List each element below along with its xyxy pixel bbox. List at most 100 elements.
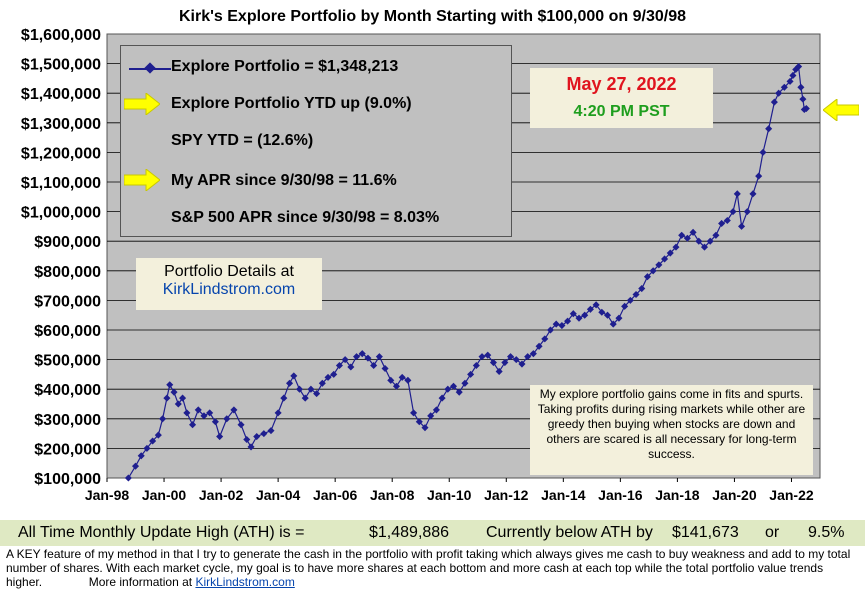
data-point <box>216 433 224 441</box>
data-point <box>546 326 555 334</box>
data-point <box>655 261 663 269</box>
data-point <box>444 385 452 393</box>
data-point <box>166 381 174 389</box>
data-point <box>375 353 383 361</box>
data-point <box>672 243 680 251</box>
y-tick-label: $600,000 <box>34 323 101 340</box>
data-point <box>512 356 520 364</box>
x-tick-label: Jan-16 <box>598 487 643 503</box>
data-point <box>603 311 612 319</box>
data-point <box>189 421 197 429</box>
data-point <box>247 443 255 451</box>
data-point <box>586 305 594 313</box>
data-point <box>313 390 321 398</box>
data-point <box>743 208 751 216</box>
data-point <box>575 314 583 322</box>
data-point <box>230 406 238 414</box>
data-point <box>243 435 251 444</box>
data-point <box>501 359 509 367</box>
y-tick-label: $300,000 <box>34 412 101 429</box>
details-label: Portfolio Details at <box>164 263 294 280</box>
legend-box: Explore Portfolio = $1,348,213 Explore P… <box>120 45 512 237</box>
yellow-right-arrow-icon <box>124 169 160 191</box>
footer-link[interactable]: KirkLindstrom.com <box>195 575 295 589</box>
note-box: My explore portfolio gains come in fits … <box>530 385 813 475</box>
data-point <box>775 89 783 97</box>
x-tick-label: Jan-14 <box>541 487 586 503</box>
data-point <box>404 376 412 384</box>
data-point <box>381 364 389 373</box>
data-point <box>472 361 480 370</box>
footer-more-label: More information at <box>88 575 193 589</box>
y-tick-label: $200,000 <box>34 441 101 458</box>
data-point <box>718 219 726 227</box>
data-point <box>223 415 231 423</box>
data-point <box>799 95 807 103</box>
data-point <box>260 430 268 438</box>
x-tick-label: Jan-12 <box>484 487 529 503</box>
data-point <box>558 322 566 330</box>
details-box: Portfolio Details at KirkLindstrom.com <box>136 258 322 310</box>
update-time: 4:20 PM PST <box>573 103 670 120</box>
data-point <box>237 421 245 429</box>
data-point <box>524 353 532 361</box>
data-point <box>592 301 600 309</box>
data-point <box>318 379 326 387</box>
below-ath-label: Currently below ATH by <box>486 524 653 541</box>
data-point <box>495 367 503 375</box>
yellow-right-arrow-icon <box>124 93 160 115</box>
data-point <box>143 444 151 452</box>
data-point <box>392 382 401 390</box>
data-point <box>541 335 549 343</box>
legend-sp500-label: S&P 500 APR since 9/30/98 = 8.03% <box>171 209 440 226</box>
data-point <box>507 353 515 361</box>
data-point <box>183 409 191 417</box>
or-label: or <box>765 524 780 541</box>
data-point <box>683 234 691 242</box>
data-point <box>712 231 720 239</box>
ath-bar: All Time Monthly Update High (ATH) is = … <box>0 520 865 546</box>
data-point <box>347 363 355 371</box>
data-point <box>427 412 435 420</box>
data-point <box>170 388 178 396</box>
data-point <box>552 320 560 328</box>
legend-apr-label: My APR since 9/30/98 = 11.6% <box>171 172 397 189</box>
data-point <box>301 394 309 402</box>
data-point <box>449 382 458 390</box>
data-point <box>206 409 214 417</box>
data-point <box>455 388 463 396</box>
data-point <box>569 310 577 318</box>
data-point <box>615 314 623 322</box>
legend-spy-label: SPY YTD = (12.6%) <box>171 132 314 149</box>
data-point <box>159 415 167 423</box>
y-tick-label: $1,100,000 <box>21 175 101 192</box>
data-point <box>581 311 589 319</box>
data-point <box>194 406 202 414</box>
data-point <box>324 373 332 381</box>
data-point <box>621 302 629 310</box>
x-tick-label: Jan-08 <box>370 487 415 503</box>
footer-note: A KEY feature of my method in that I try… <box>6 547 861 589</box>
details-link[interactable]: KirkLindstrom.com <box>162 281 296 298</box>
chart-title: Kirk's Explore Portfolio by Month Starti… <box>178 8 687 25</box>
data-point <box>387 376 395 384</box>
data-point <box>484 351 492 359</box>
data-point <box>729 208 737 216</box>
data-point <box>678 231 686 239</box>
data-point <box>364 354 372 362</box>
y-tick-label: $1,000,000 <box>21 205 101 222</box>
data-point <box>535 342 543 350</box>
update-date: May 27, 2022 <box>566 74 677 94</box>
y-tick-label: $1,200,000 <box>21 145 101 162</box>
data-point <box>154 431 162 439</box>
y-tick-label: $1,500,000 <box>21 57 101 74</box>
data-point <box>163 394 171 402</box>
x-tick-label: Jan-98 <box>85 487 130 503</box>
data-point <box>353 353 361 361</box>
data-point <box>290 372 298 380</box>
x-tick-label: Jan-04 <box>256 487 301 503</box>
data-point <box>267 427 275 435</box>
data-point <box>759 148 767 156</box>
x-tick-label: Jan-00 <box>142 487 187 503</box>
data-point <box>341 356 349 364</box>
